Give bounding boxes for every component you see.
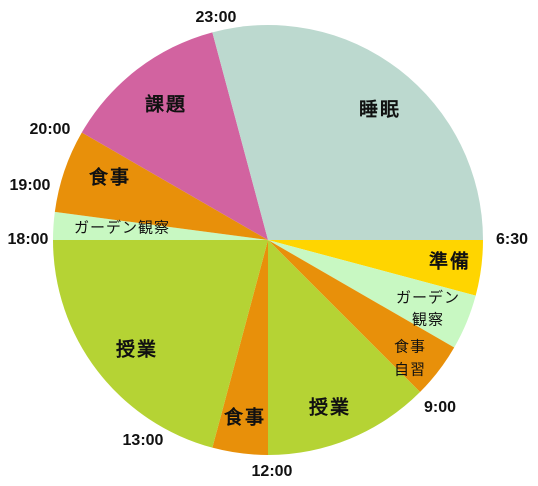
time-label: 18:00 [8,231,49,248]
segment-label: ガーデン [396,289,460,307]
time-label: 20:00 [30,121,71,138]
pie-slice [268,240,476,348]
segment-label: 食事 [224,406,266,429]
segment-label: 自習 [394,361,426,379]
pie [53,25,483,455]
pie-slice [81,32,268,241]
segment-label: 食事 [89,166,131,189]
time-label: 19:00 [10,177,51,194]
pie-slice [53,211,268,240]
segment-label: 準備 [429,250,471,273]
time-label: 23:00 [196,9,237,26]
time-label: 12:00 [252,463,293,480]
pie-slice [268,240,421,455]
segment-labels: 準備 ガーデン 観察 食事 自習 授業 食事 授業 ガーデン観察 食事 課題 睡… [74,93,471,429]
segment-label: 観察 [412,311,444,329]
time-labels: 6:30 9:00 12:00 13:00 18:00 19:00 20:00 … [8,9,529,480]
pie-slice [268,240,483,296]
segment-label: ガーデン観察 [74,219,170,237]
segment-label: 食事 [394,338,426,356]
pie-slice [53,240,268,448]
pie-slice [212,240,268,455]
time-label: 9:00 [424,399,456,416]
pie-slice [268,240,455,393]
pie-slice [54,132,268,240]
time-label: 13:00 [123,432,164,449]
pie-slice [212,25,483,241]
segment-label: 課題 [145,93,187,116]
time-label: 6:30 [496,231,528,248]
segment-label: 睡眠 [359,99,401,121]
segment-label: 授業 [309,396,351,419]
segment-label: 授業 [116,338,158,361]
